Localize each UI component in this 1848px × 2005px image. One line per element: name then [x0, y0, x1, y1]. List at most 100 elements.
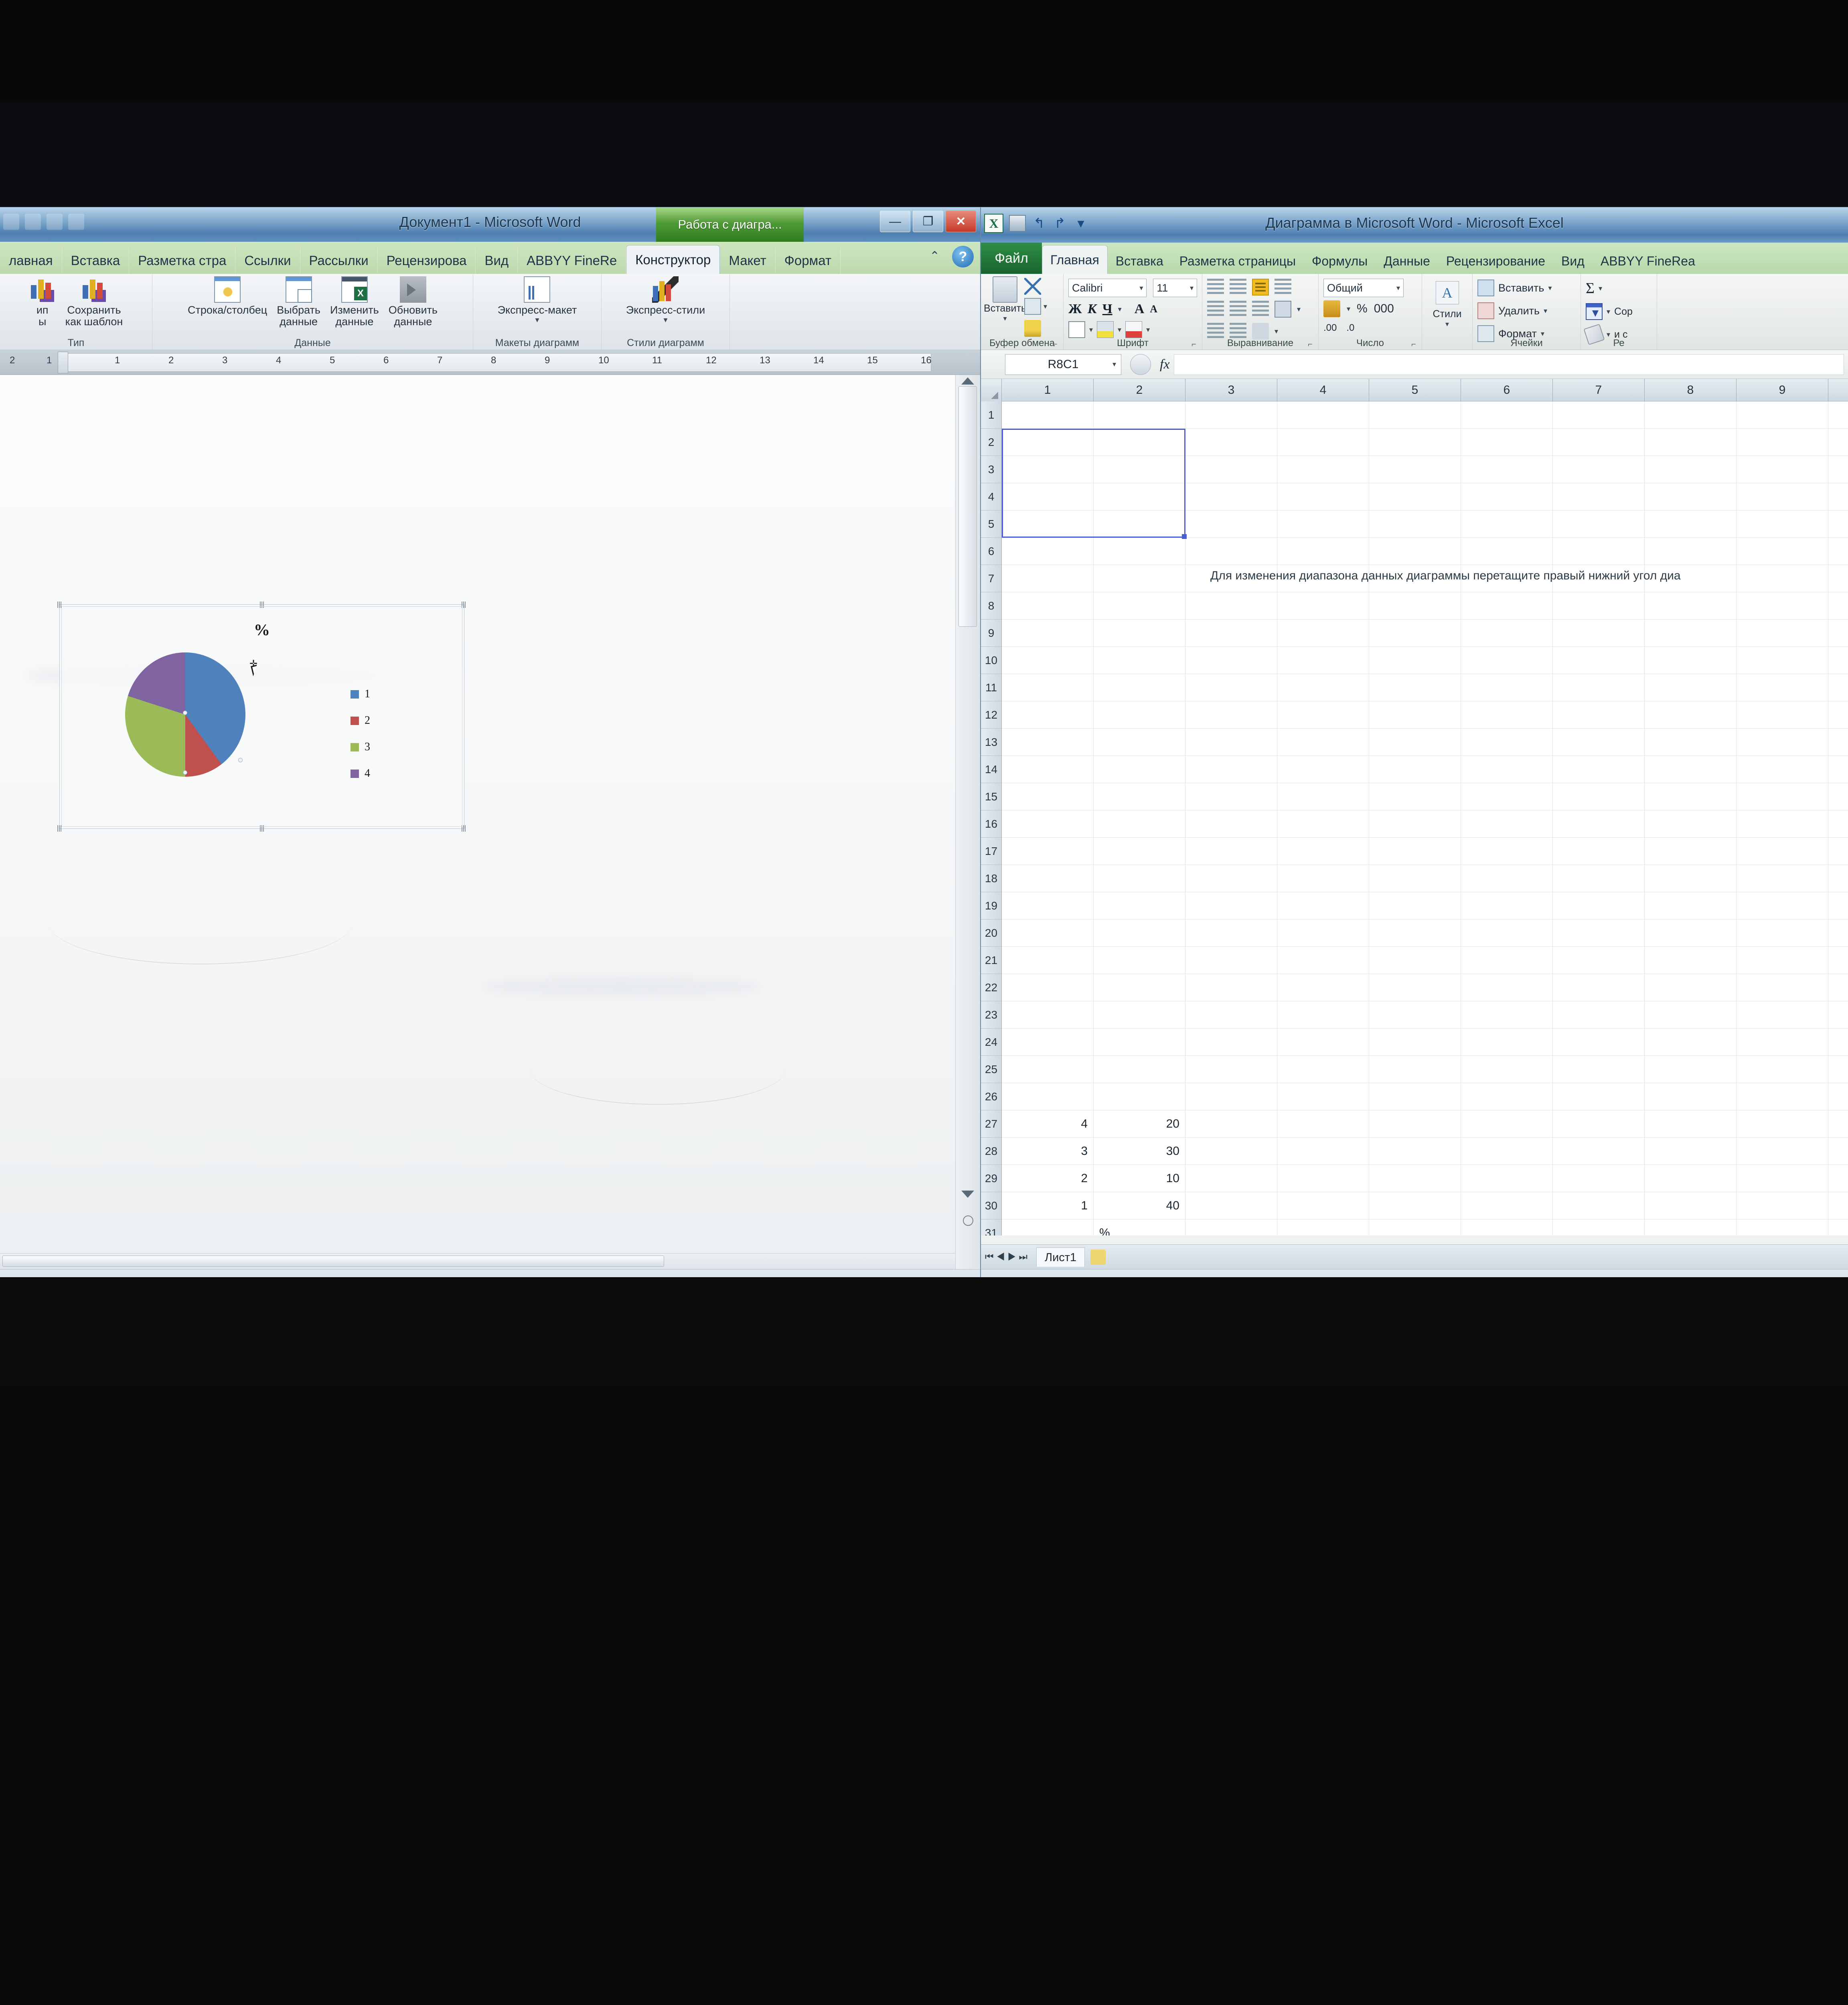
grid-cell[interactable]	[1369, 456, 1461, 483]
restore-button[interactable]: ❐	[913, 211, 943, 232]
grid-cell[interactable]	[1277, 620, 1369, 646]
grid-cell[interactable]	[1094, 1083, 1185, 1110]
grid-cell[interactable]	[1002, 810, 1094, 837]
grid-cell[interactable]	[1185, 510, 1277, 537]
grid-cell[interactable]	[1094, 1001, 1185, 1028]
grid-cell[interactable]	[1553, 429, 1645, 456]
grid-cell[interactable]	[1002, 701, 1094, 728]
grid-cell[interactable]	[1461, 592, 1553, 619]
row-headers[interactable]: 1 2 3 4 5 6 7 8 9 10 11 12 13 14 15 16 17 18 19 20 21 22 23 24 2…	[981, 401, 1002, 1235]
grid-cell[interactable]	[1094, 947, 1185, 974]
chart-type-button[interactable]: ип ы	[24, 276, 61, 328]
borders-icon[interactable]	[1068, 321, 1085, 338]
grid-cell[interactable]	[1461, 1192, 1553, 1219]
grid-cell[interactable]	[1553, 456, 1645, 483]
format-cells-label[interactable]: Формат	[1498, 327, 1537, 340]
switch-row-column-button[interactable]: Строка/столбец	[183, 276, 272, 316]
legend-item[interactable]: 1	[351, 686, 370, 702]
grid-cell[interactable]	[1277, 1001, 1369, 1028]
grid-cell[interactable]	[1461, 1083, 1553, 1110]
grid-cell[interactable]	[1002, 620, 1094, 646]
chevron-down-icon[interactable]: ▾	[1396, 284, 1400, 292]
grid-cell[interactable]	[1737, 401, 1828, 428]
word-ribbon-tabs[interactable]: лавная Вставка Разметка стра Ссылки Рассылки…	[0, 242, 980, 274]
grid-cell[interactable]	[1277, 483, 1369, 510]
italic-icon[interactable]: К	[1087, 302, 1097, 316]
grid-cell[interactable]	[1094, 592, 1185, 619]
grid-cell[interactable]: 1	[1002, 1192, 1094, 1219]
grid-cell[interactable]	[1002, 592, 1094, 619]
grid-cell[interactable]	[1094, 865, 1185, 892]
document-page[interactable]: % 1 2 3 4 ✛	[0, 375, 955, 1269]
word-horizontal-scrollbar[interactable]	[0, 1253, 955, 1269]
grid-cell[interactable]	[1645, 1083, 1737, 1110]
column-header[interactable]: 8	[1645, 379, 1737, 401]
grid-cell[interactable]	[1185, 838, 1277, 865]
grid-cell[interactable]	[1094, 838, 1185, 865]
grid-cell[interactable]	[1645, 974, 1737, 1001]
chevron-down-icon[interactable]: ▾	[1540, 329, 1544, 338]
grid-cell[interactable]	[1461, 974, 1553, 1001]
row-header[interactable]: 11	[981, 674, 1001, 701]
redo-icon[interactable]	[68, 214, 84, 230]
grid-cell[interactable]	[1094, 565, 1185, 592]
grid-cell[interactable]	[1094, 674, 1185, 701]
grid-cell[interactable]	[1553, 1192, 1645, 1219]
column-header[interactable]: 3	[1185, 379, 1277, 401]
grid-cell[interactable]	[1185, 538, 1277, 565]
grid-cell[interactable]	[1461, 729, 1553, 755]
grid-cell[interactable]	[1553, 592, 1645, 619]
align-left-icon[interactable]	[1207, 301, 1224, 318]
fill-icon[interactable]	[1586, 303, 1603, 320]
grid-cell[interactable]	[1002, 647, 1094, 674]
grid-cell[interactable]	[1645, 456, 1737, 483]
grid-cell[interactable]	[1461, 1001, 1553, 1028]
chart-legend[interactable]: 1 2 3 4	[351, 686, 370, 792]
grid-cell[interactable]	[1737, 756, 1828, 783]
grid-cell[interactable]	[1369, 538, 1461, 565]
redo-icon[interactable]: ↱	[1054, 216, 1066, 231]
grid-cell[interactable]	[1737, 538, 1828, 565]
grid-cell[interactable]	[1645, 538, 1737, 565]
word-window[interactable]: Документ1 - Microsoft Word Работа с диаг…	[0, 207, 980, 1301]
scrollbar-thumb[interactable]	[2, 1256, 664, 1267]
grid-cell[interactable]	[1737, 947, 1828, 974]
minimize-button[interactable]: —	[880, 211, 910, 232]
styles-label[interactable]: Стили	[1433, 308, 1462, 320]
grid-cell[interactable]	[1461, 456, 1553, 483]
grid-cell[interactable]	[1553, 947, 1645, 974]
chevron-down-icon[interactable]: ▾	[1118, 305, 1122, 313]
row-header[interactable]: 12	[981, 701, 1001, 729]
row-header[interactable]: 24	[981, 1029, 1001, 1056]
excel-tab-8[interactable]: ABBYY FineRea	[1600, 254, 1695, 268]
grid-cell[interactable]	[1737, 783, 1828, 810]
excel-window[interactable]: X ↰ ↱ ▾ Диаграмма в Microsoft Word - Mic…	[981, 207, 1848, 1301]
grid-cell[interactable]	[1185, 1138, 1277, 1165]
grid-cell[interactable]	[1461, 756, 1553, 783]
grid-cell[interactable]	[1737, 1056, 1828, 1083]
grid-cell[interactable]	[1369, 947, 1461, 974]
grid-cell[interactable]	[1369, 1192, 1461, 1219]
grid-cell[interactable]	[1461, 510, 1553, 537]
grid-cell[interactable]	[1002, 674, 1094, 701]
grid-cell[interactable]	[1737, 729, 1828, 755]
word-tab-6[interactable]: Вид	[476, 247, 518, 274]
row-header[interactable]: 4	[981, 483, 1001, 510]
grid-cell[interactable]	[1185, 892, 1277, 919]
row-header[interactable]: 26	[981, 1083, 1001, 1110]
grid-cell[interactable]	[1369, 892, 1461, 919]
row-header[interactable]: 21	[981, 947, 1001, 974]
selection-handle[interactable]	[260, 825, 265, 832]
minimize-ribbon-icon[interactable]: ⌃	[930, 249, 940, 263]
underline-icon[interactable]: Ч	[1102, 302, 1112, 316]
cut-icon[interactable]	[1024, 278, 1041, 295]
grid-cell[interactable]	[1185, 401, 1277, 428]
grid-cell[interactable]: 10	[1094, 1165, 1185, 1192]
align-bottom-icon[interactable]	[1252, 279, 1269, 296]
chevron-down-icon[interactable]: ▾	[1548, 284, 1552, 292]
selection-handle[interactable]	[57, 602, 62, 608]
grid-cell[interactable]	[1737, 1029, 1828, 1055]
row-header[interactable]: 9	[981, 620, 1001, 647]
grid-cell[interactable]	[1645, 838, 1737, 865]
grid-cell[interactable]: 40	[1094, 1192, 1185, 1219]
